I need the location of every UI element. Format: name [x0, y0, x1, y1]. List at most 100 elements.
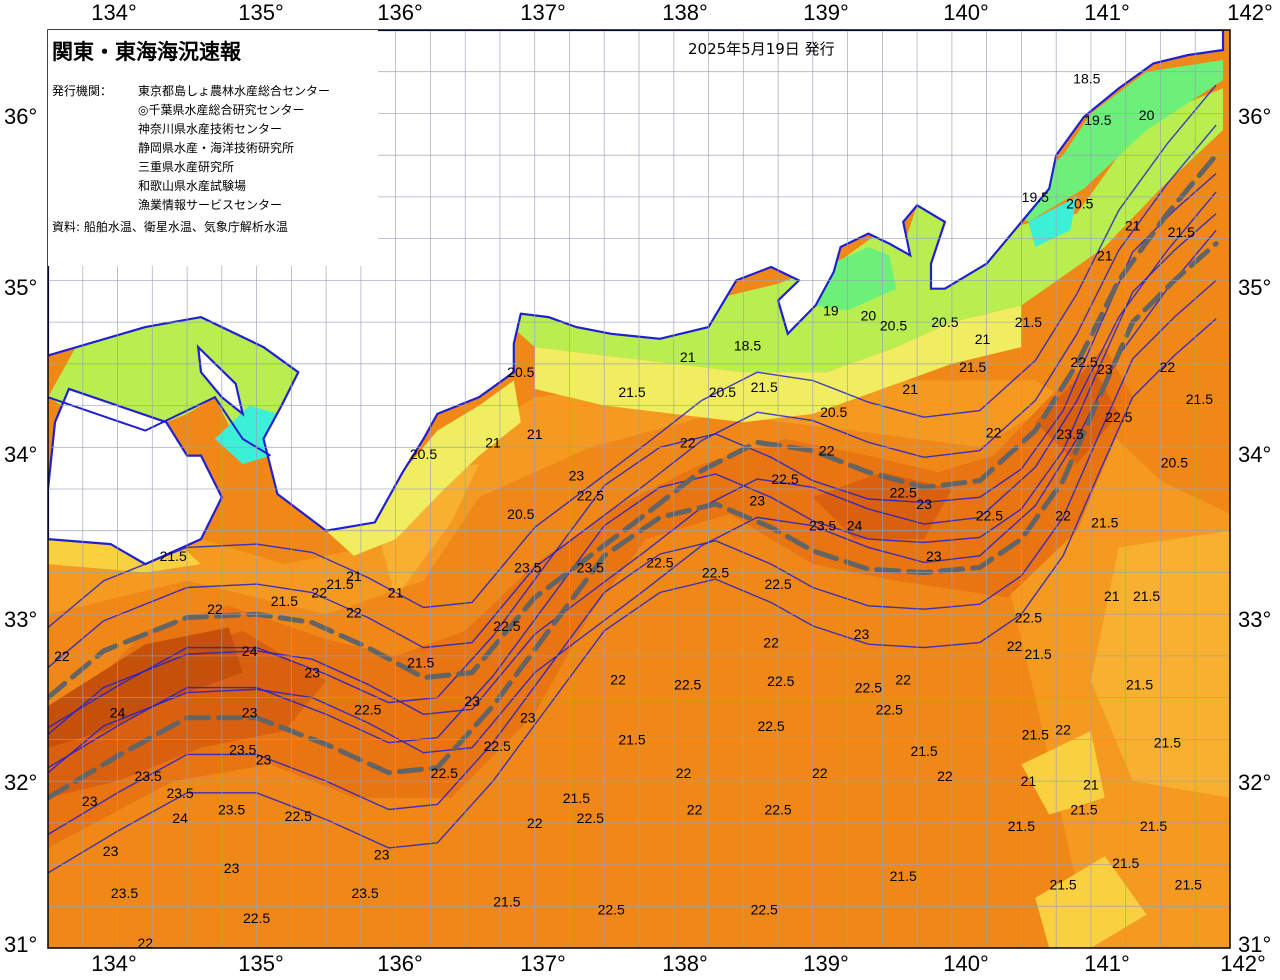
issue-date: 2025年5月19日 発行: [688, 40, 835, 58]
isotherm-value-label: 23: [224, 860, 240, 876]
lon-label-top: 136°: [377, 0, 423, 25]
isotherm-value-label: 20.5: [1161, 454, 1188, 470]
isotherm-value-label: 22.5: [764, 576, 791, 592]
isotherm-value-label: 23: [374, 847, 390, 863]
isotherm-value-label: 23: [926, 548, 942, 564]
lon-label-top: 135°: [238, 0, 284, 25]
isotherm-value-label: 22.5: [598, 902, 625, 918]
isotherm-value-label: 21.5: [1070, 802, 1097, 818]
isotherm-value-label: 20.5: [507, 506, 534, 522]
isotherm-value-label: 22: [895, 671, 911, 687]
isotherm-value-label: 21: [346, 568, 362, 584]
isotherm-value-label: 20: [1139, 107, 1155, 123]
isotherm-value-label: 19.5: [1022, 189, 1049, 205]
isotherm-value-label: 23: [916, 496, 932, 512]
lon-label-top: 142°: [1227, 0, 1273, 25]
isotherm-value-label: 23: [854, 626, 870, 642]
issuers-label: 発行機関：: [52, 84, 113, 98]
isotherm-value-label: 21.5: [1154, 735, 1181, 751]
isotherm-line: [48, 279, 1217, 836]
isotherm-line: [48, 172, 1217, 729]
lat-label-right: 35°: [1238, 275, 1272, 300]
isotherm-value-label: 22: [687, 802, 703, 818]
isotherm-value-label: 23.5: [1056, 426, 1083, 442]
isotherm-value-label: 23: [242, 705, 258, 721]
lat-label-left: 33°: [4, 607, 38, 632]
isotherm-line: [48, 318, 1217, 874]
isotherm-value-label: 21: [1021, 773, 1037, 789]
map-frame: [47, 29, 1231, 949]
isotherm-value-label: 21.5: [493, 893, 520, 909]
isotherm-value-label: 21.5: [271, 593, 298, 609]
issuer-item: 三重県水産研究所: [138, 160, 235, 174]
lat-label-left: 31°: [4, 932, 38, 957]
isotherm-value-label: 21: [485, 434, 501, 450]
lon-label-bottom: 134°: [91, 951, 137, 976]
isotherm-value-label: 22: [54, 648, 70, 664]
lat-label-right: 36°: [1238, 104, 1272, 129]
coastal-water-patch: [1028, 196, 1077, 247]
isotherm-value-label: 23.5: [218, 802, 245, 818]
isotherm-value-label: 21: [975, 331, 991, 347]
isotherm-value-label: 23: [520, 710, 536, 726]
isotherm-value-label: 21.5: [563, 790, 590, 806]
isotherm-value-label: 22: [610, 671, 626, 687]
isotherm-value-label: 23.5: [229, 741, 256, 757]
isotherm-value-label: 21: [902, 381, 918, 397]
isotherm-value-label: 22.5: [757, 718, 784, 734]
coastal-water-patch: [326, 380, 521, 556]
isotherm-value-label: 24: [847, 518, 863, 534]
isotherm-value-label: 21.5: [160, 548, 187, 564]
lat-label-left: 34°: [4, 442, 38, 467]
isotherm-value-label: 21.5: [1133, 588, 1160, 604]
isotherm-value-label: 21.5: [890, 868, 917, 884]
isotherm-value-label: 23.5: [514, 560, 541, 576]
isotherm-value-label: 22.5: [771, 471, 798, 487]
isotherm-value-label: 22: [311, 585, 327, 601]
lon-label-bottom: 138°: [662, 951, 708, 976]
isotherm-value-label: 22: [676, 765, 692, 781]
isotherm-value-label: 22: [1007, 638, 1023, 654]
isotherm-value-label: 23.5: [111, 885, 138, 901]
isotherm-value-label: 22: [1055, 508, 1071, 524]
isotherm-value-label: 18.5: [1073, 70, 1100, 86]
lat-lon-grid: [47, 29, 1231, 949]
isotherm-value-label: 22.5: [751, 902, 778, 918]
isotherm-value-label: 23: [103, 843, 119, 859]
isotherm-value-label: 22.5: [243, 910, 270, 926]
lon-label-top: 134°: [91, 0, 137, 25]
lat-label-left: 35°: [4, 275, 38, 300]
isotherm-value-label: 23: [256, 751, 272, 767]
isotherm-value-label: 21.5: [959, 359, 986, 375]
isotherm-value-label: 21.5: [1140, 818, 1167, 834]
land-mass: [48, 387, 224, 566]
isotherm-value-label: 21.5: [1091, 514, 1118, 530]
isotherm-value-label: 22.5: [577, 810, 604, 826]
isotherm-value-label: 22.5: [493, 618, 520, 634]
isotherm-value-label: 21.5: [751, 379, 778, 395]
isotherm-value-label: 21.5: [407, 655, 434, 671]
isotherm-value-label: 22.5: [1015, 610, 1042, 626]
isotherm-value-label: 23: [464, 693, 480, 709]
lat-label-right: 33°: [1238, 607, 1272, 632]
lat-label-right: 34°: [1238, 442, 1272, 467]
isotherm-value-label: 21: [1125, 217, 1141, 233]
isotherm-value-label: 23.5: [809, 518, 836, 534]
isotherm-value-label: 22: [527, 815, 543, 831]
isotherm-value-label: 22.5: [431, 765, 458, 781]
lat-label-right: 32°: [1238, 770, 1272, 795]
lon-label-bottom: 137°: [520, 951, 566, 976]
isotherm-value-label: 20.5: [820, 404, 847, 420]
lon-label-top: 139°: [803, 0, 849, 25]
isotherm-value-label: 21.5: [1186, 391, 1213, 407]
isotherm-value-label: 20.5: [931, 314, 958, 330]
isotherm-value-label: 22: [680, 434, 696, 450]
map-title: 関東・東海海況速報: [52, 40, 241, 64]
isotherm-value-label: 22.5: [484, 738, 511, 754]
isotherm-value-label: 21.5: [1024, 646, 1051, 662]
isotherm-value-label: 21.5: [618, 731, 645, 747]
isotherm-label-layer: 18.5 19.5 20 19.5 20.5 21 21 21.5 20.5 21 21.5 21.5…: [54, 70, 1213, 951]
lon-label-bottom: 142°: [1220, 951, 1266, 976]
isotherm-value-label: 20.5: [1066, 196, 1093, 212]
